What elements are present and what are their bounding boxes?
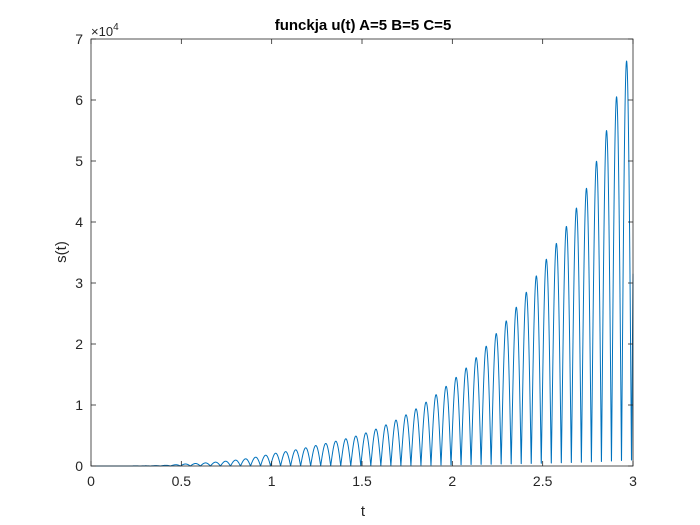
y-tick-label: 3 — [75, 275, 83, 291]
y-exponent-base: ×10 — [91, 24, 113, 39]
y-tick-label: 7 — [75, 31, 83, 47]
y-axis-ticks: 0 1 2 3 4 5 6 7 — [75, 31, 633, 474]
y-tick-label: 1 — [75, 397, 83, 413]
y-tick-label: 0 — [75, 458, 83, 474]
x-axis-label: t — [361, 503, 366, 520]
x-tick-label: 1 — [268, 473, 276, 489]
x-tick-label: 0 — [87, 473, 95, 489]
y-axis-label: s(t) — [53, 241, 70, 263]
chart-title: funckja u(t) A=5 B=5 C=5 — [275, 17, 452, 34]
x-tick-label: 2 — [448, 473, 456, 489]
y-tick-label: 2 — [75, 336, 83, 352]
x-tick-label: 1.5 — [352, 473, 372, 489]
y-exponent-power: 4 — [113, 22, 119, 33]
x-tick-label: 3 — [629, 473, 637, 489]
y-tick-label: 5 — [75, 153, 83, 169]
x-tick-label: 0.5 — [172, 473, 192, 489]
y-tick-label: 4 — [75, 214, 83, 230]
x-tick-label: 2.5 — [533, 473, 553, 489]
y-exponent-multiplier: ×104 — [91, 22, 119, 39]
y-tick-label: 6 — [75, 92, 83, 108]
plot-area — [91, 39, 633, 466]
x-axis-ticks: 0 0.5 1 1.5 2 2.5 3 — [87, 39, 637, 489]
